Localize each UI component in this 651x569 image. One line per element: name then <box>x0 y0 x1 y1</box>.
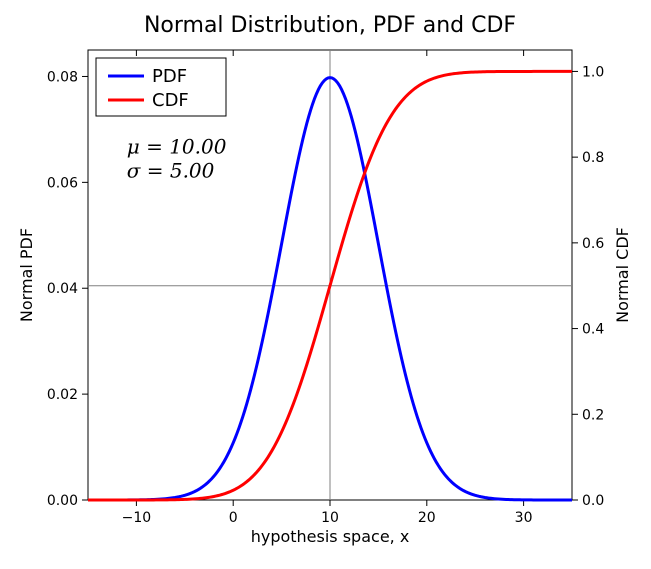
x-tick-label: 20 <box>418 510 436 526</box>
y-left-tick-label: 0.04 <box>47 281 78 297</box>
legend-label-pdf: PDF <box>152 66 187 87</box>
y-right-tick-label: 0.6 <box>582 236 604 252</box>
y-left-tick-label: 0.06 <box>47 175 78 191</box>
chart-title: Normal Distribution, PDF and CDF <box>144 13 516 38</box>
y-right-tick-label: 1.0 <box>582 64 604 80</box>
x-tick-label: 10 <box>321 510 339 526</box>
y-right-axis-label: Normal CDF <box>613 227 632 323</box>
x-tick-label: 0 <box>229 510 238 526</box>
x-tick-label: 30 <box>515 510 533 526</box>
param-annotation: μ = 10.00 <box>127 135 227 159</box>
x-axis-label: hypothesis space, x <box>251 527 410 546</box>
y-left-tick-label: 0.02 <box>47 387 78 403</box>
y-right-tick-label: 0.8 <box>582 150 604 166</box>
y-right-tick-label: 0.0 <box>582 493 604 509</box>
chart-container: −10 0 10 20 30 0.00 0.02 0.04 0.06 0.08 0.0 0.2 0.4 0… <box>0 0 651 569</box>
y-left-tick-label: 0.08 <box>47 69 78 85</box>
x-tick-label: −10 <box>122 510 152 526</box>
y-right-tick-label: 0.2 <box>582 407 604 423</box>
y-right-tick-label: 0.4 <box>582 322 604 338</box>
legend-label-cdf: CDF <box>152 90 189 111</box>
y-left-tick-label: 0.00 <box>47 493 78 509</box>
y-left-axis-label: Normal PDF <box>17 228 36 322</box>
param-annotation: σ = 5.00 <box>127 159 215 183</box>
chart-svg: −10 0 10 20 30 0.00 0.02 0.04 0.06 0.08 0.0 0.2 0.4 0… <box>0 0 651 569</box>
